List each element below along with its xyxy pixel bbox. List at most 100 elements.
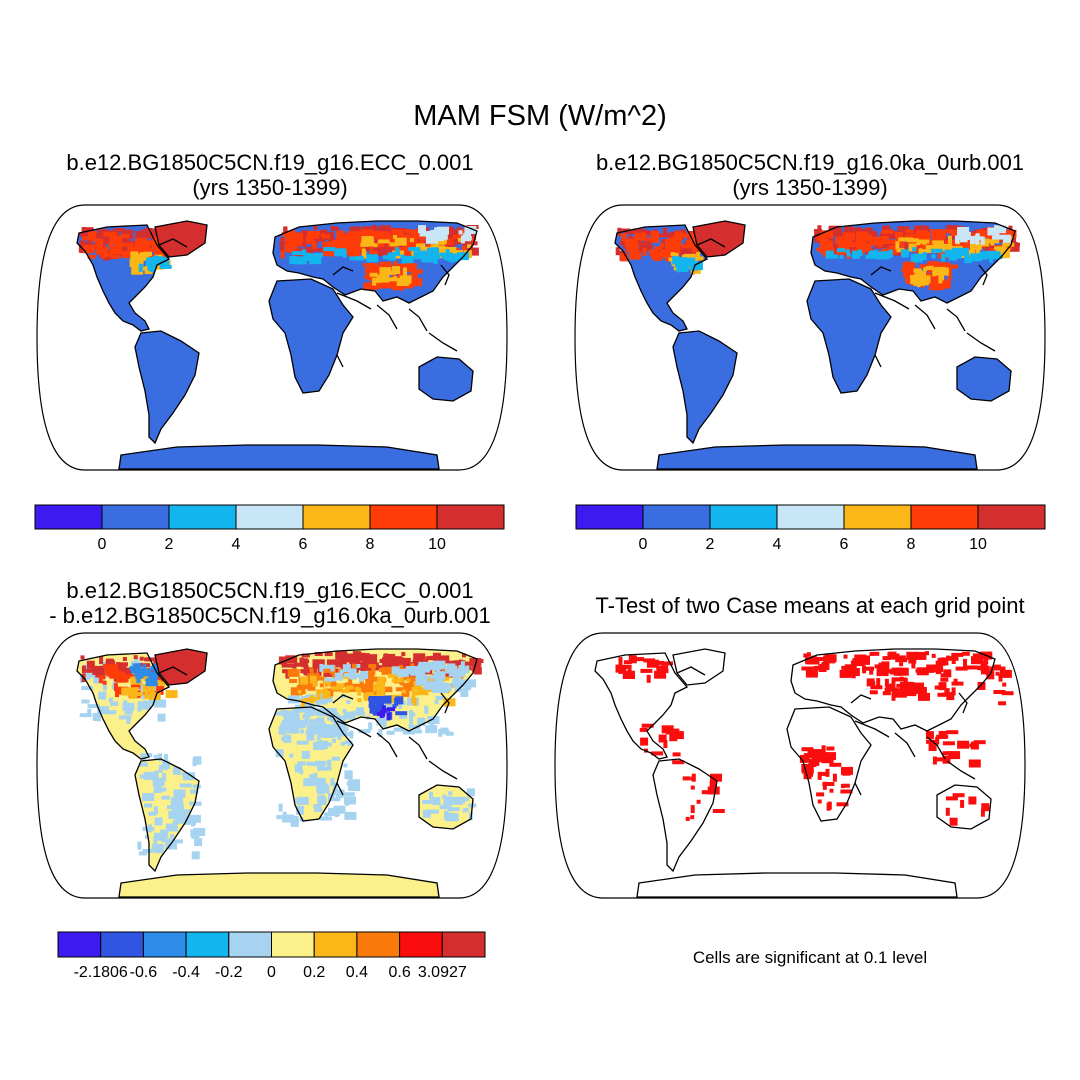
map-cell bbox=[114, 252, 127, 257]
map-cell bbox=[314, 807, 323, 812]
map-cell bbox=[376, 698, 385, 707]
map-cell bbox=[153, 806, 158, 815]
map-cell bbox=[336, 235, 349, 244]
colorbar-box bbox=[271, 931, 315, 958]
map-cell bbox=[660, 244, 669, 249]
map-cell bbox=[839, 669, 852, 678]
map-cell bbox=[829, 762, 842, 767]
map-cell bbox=[447, 253, 460, 262]
map-cell bbox=[940, 673, 945, 678]
map-cell bbox=[391, 229, 404, 238]
map-cell bbox=[322, 241, 331, 246]
map-cell bbox=[282, 814, 294, 823]
map-cell bbox=[903, 272, 912, 277]
map-cell bbox=[676, 233, 689, 238]
map-cell bbox=[313, 777, 326, 786]
map-cell bbox=[300, 669, 309, 674]
coast-detail bbox=[336, 720, 372, 738]
map-cell bbox=[938, 730, 947, 739]
map-cell bbox=[328, 797, 341, 802]
panel-diff-title-line1: b.e12.BG1850C5CN.f19_g16.ECC_0.001 bbox=[66, 578, 474, 603]
map-cell bbox=[82, 675, 91, 680]
map-cell bbox=[427, 725, 436, 730]
map-cell bbox=[134, 692, 143, 696]
map-cell bbox=[294, 764, 303, 773]
map-cell bbox=[841, 766, 853, 775]
map-cell bbox=[836, 250, 848, 255]
map-cell bbox=[372, 243, 385, 248]
coast-eurasia bbox=[790, 648, 996, 732]
map-cell bbox=[955, 666, 968, 671]
map-cell bbox=[386, 730, 395, 735]
map-cell bbox=[945, 688, 950, 693]
map-cell bbox=[399, 714, 408, 719]
map-cell bbox=[460, 235, 465, 244]
map-cell bbox=[387, 707, 396, 712]
coast-southAmerica bbox=[652, 758, 718, 873]
map-cell bbox=[125, 242, 134, 247]
land-greenland bbox=[155, 221, 207, 257]
map-border bbox=[554, 632, 1026, 899]
coastlines bbox=[614, 220, 1016, 470]
map-cell bbox=[912, 254, 917, 263]
map-cell bbox=[337, 675, 342, 680]
map-cell bbox=[306, 675, 311, 684]
map-cell bbox=[894, 232, 903, 236]
map-cell bbox=[145, 678, 158, 687]
map-cell bbox=[158, 764, 163, 773]
map-cell bbox=[384, 246, 397, 255]
map-cell bbox=[144, 247, 157, 252]
map-cell bbox=[307, 230, 320, 239]
map-cell bbox=[654, 246, 663, 251]
map-cell bbox=[664, 239, 673, 248]
map-cell bbox=[873, 231, 878, 240]
map-cell bbox=[408, 724, 421, 729]
map-cell bbox=[911, 653, 920, 657]
map-cell bbox=[332, 725, 345, 734]
colorbar-label: 10 bbox=[969, 536, 987, 553]
map-cell bbox=[153, 836, 158, 845]
map-cell bbox=[280, 250, 285, 259]
map-cell bbox=[356, 256, 361, 261]
map-cell bbox=[152, 777, 165, 786]
map-cell bbox=[869, 254, 874, 259]
map-cell bbox=[816, 792, 825, 797]
map-cell bbox=[319, 683, 324, 688]
map-cell bbox=[140, 762, 148, 767]
map-cell bbox=[923, 249, 928, 254]
map-cell bbox=[282, 811, 287, 816]
map-cell bbox=[445, 676, 450, 681]
coast-southAmerica bbox=[672, 330, 738, 445]
map-cell bbox=[328, 238, 333, 246]
coast-africa bbox=[786, 706, 872, 822]
map-panel-ttest bbox=[554, 632, 1026, 899]
map-cell bbox=[907, 685, 920, 694]
map-cell bbox=[349, 730, 354, 739]
map-cell bbox=[432, 797, 441, 806]
map-cell bbox=[900, 243, 905, 252]
map-cell bbox=[387, 252, 396, 261]
map-cell bbox=[685, 816, 690, 821]
map-cell bbox=[309, 256, 322, 265]
map-cell bbox=[157, 713, 166, 722]
map-cell bbox=[191, 830, 200, 839]
map-cell bbox=[986, 671, 995, 680]
land-africa bbox=[807, 279, 891, 393]
map-cell bbox=[945, 807, 950, 816]
map-cell bbox=[407, 249, 412, 254]
map-cell bbox=[190, 789, 199, 794]
map-cell bbox=[380, 691, 385, 696]
map-cell bbox=[465, 665, 470, 674]
map-cell bbox=[841, 243, 850, 252]
map-cell bbox=[387, 673, 400, 678]
map-cell bbox=[313, 762, 318, 767]
map-cell bbox=[306, 725, 319, 734]
map-cell bbox=[452, 234, 461, 239]
map-cell bbox=[116, 662, 128, 667]
map-cell bbox=[113, 228, 126, 233]
map-cell bbox=[359, 680, 364, 689]
map-cell bbox=[98, 675, 103, 684]
map-cell bbox=[152, 244, 165, 253]
map-cell bbox=[990, 241, 995, 246]
map-cell bbox=[313, 804, 322, 808]
